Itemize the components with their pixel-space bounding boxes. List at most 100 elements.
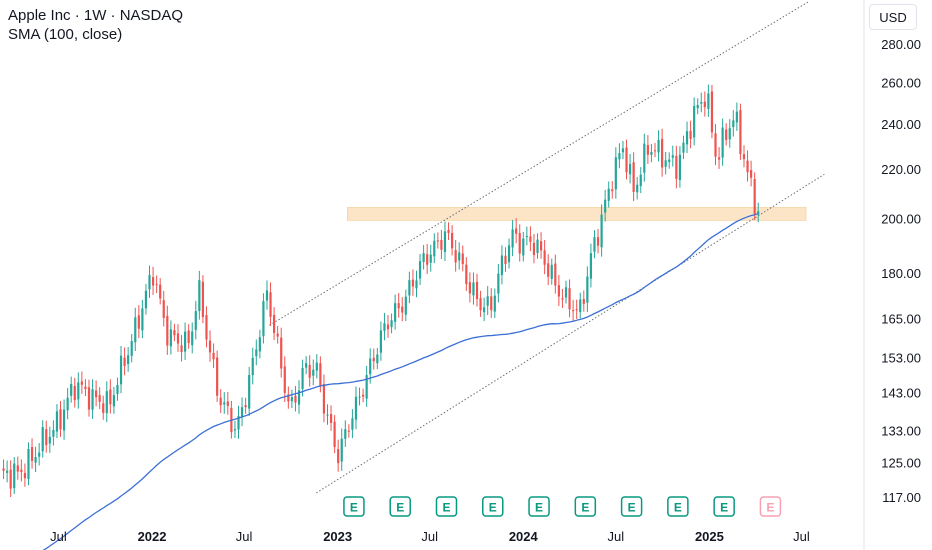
candle-body [725, 129, 728, 140]
candle-body [575, 309, 578, 311]
candle-body [529, 236, 532, 242]
candle [422, 244, 425, 270]
candle [337, 439, 340, 472]
candle-body [123, 357, 126, 366]
earnings-marker-label: E [396, 501, 404, 515]
candle-body [593, 237, 596, 252]
price-tick-label: 117.00 [882, 490, 921, 505]
earnings-marker[interactable]: E [667, 496, 689, 517]
candle [639, 167, 642, 194]
candle [664, 151, 667, 175]
candle-body [287, 394, 290, 402]
earnings-marker-label: E [350, 501, 358, 515]
candle-body [710, 91, 714, 133]
earnings-marker[interactable]: E [574, 496, 597, 517]
candle [458, 242, 461, 270]
candle-body [337, 449, 340, 464]
candle [568, 279, 571, 318]
candle [315, 354, 318, 379]
candle-body [415, 280, 418, 289]
candle [440, 229, 443, 259]
time-tick-month: Jul [236, 529, 253, 544]
candle [80, 371, 83, 394]
candle-body [418, 261, 422, 279]
candle-body [38, 452, 41, 457]
candle [614, 147, 617, 199]
candle-body [468, 282, 471, 294]
candle [653, 142, 657, 158]
earnings-marker[interactable]: E [343, 496, 365, 517]
candle [251, 347, 254, 385]
candle-body [750, 170, 753, 178]
candle [486, 286, 489, 315]
price-tick-label: 220.00 [881, 162, 921, 177]
candle-body [600, 214, 603, 248]
candle [137, 305, 140, 339]
time-tick-month: Jul [608, 529, 625, 544]
earnings-marker[interactable]: E [482, 496, 504, 517]
candle [41, 420, 44, 458]
time-tick-year: 2025 [695, 529, 724, 544]
candle-body [643, 143, 646, 173]
candle-body [180, 345, 183, 353]
price-tick-label: 240.00 [881, 117, 921, 132]
candle [322, 374, 326, 423]
earnings-marker-box [574, 496, 597, 517]
candle [507, 238, 511, 269]
candle [98, 387, 101, 410]
currency-button[interactable]: USD [869, 4, 917, 30]
candle-body [522, 238, 525, 256]
symbol-title[interactable]: Apple Inc · 1W · NASDAQ [8, 7, 184, 24]
candle-body [703, 101, 706, 108]
candle [472, 272, 475, 305]
earnings-marker[interactable]: E [620, 496, 643, 517]
candle [34, 446, 37, 473]
candle [151, 266, 155, 295]
earnings-marker[interactable]: E [528, 496, 550, 517]
sma-study-label[interactable]: SMA (100, close) [8, 26, 123, 43]
earnings-marker[interactable]: E [389, 496, 411, 517]
candle-body [443, 231, 447, 252]
candle-body [127, 355, 130, 365]
candle [479, 290, 482, 317]
candle [272, 307, 276, 341]
candle [109, 379, 112, 414]
candle [159, 278, 162, 305]
candle [628, 153, 632, 184]
candle-body [550, 264, 553, 279]
candle-body [280, 337, 283, 369]
candle [105, 381, 108, 423]
candle-body [657, 139, 660, 153]
price-tick-label: 153.00 [881, 351, 921, 366]
candle-body [408, 280, 411, 296]
candle [643, 133, 646, 182]
candle [750, 160, 753, 187]
candle [582, 290, 585, 312]
candle-body [561, 298, 564, 300]
candle [703, 91, 706, 117]
candle [23, 463, 27, 487]
candle [714, 124, 717, 166]
earnings-marker[interactable]: E [713, 496, 735, 517]
earnings-marker[interactable]: E [435, 496, 458, 517]
earnings-marker-box [620, 496, 643, 517]
candle-body [358, 396, 361, 398]
candle-body [440, 239, 443, 250]
candle [329, 405, 333, 431]
candle-body [507, 245, 511, 263]
candle [693, 97, 696, 146]
candle-body [628, 163, 632, 175]
candle [493, 288, 496, 319]
candle [262, 293, 265, 344]
candle-body [308, 364, 311, 378]
candle-body [41, 427, 44, 452]
candle-body [87, 387, 91, 410]
candle [411, 269, 415, 296]
candle [187, 324, 190, 349]
earnings-marker[interactable]: E [759, 496, 782, 517]
candle-body [483, 307, 486, 313]
price-axis[interactable]: 117.00 125.00 133.00 143.00 153.00 165.00 180.… [881, 37, 921, 505]
time-axis[interactable]: Jul 2022 Jul 2023 Jul 2024 Jul 2025 Jul [50, 529, 810, 544]
candle-body [625, 147, 628, 173]
